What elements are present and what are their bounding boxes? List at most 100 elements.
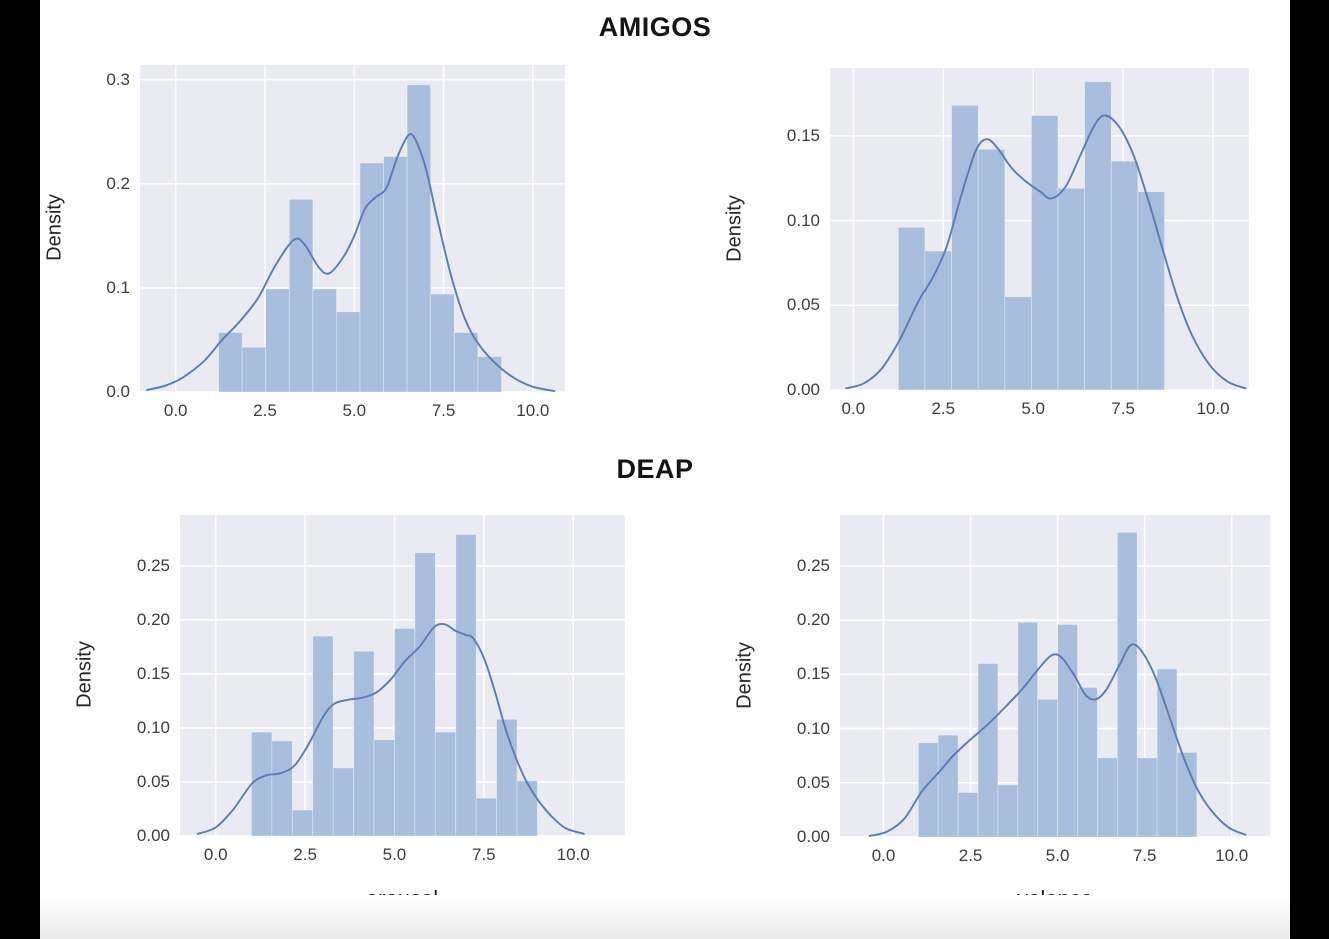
histogram-bar (434, 731, 457, 836)
histogram-bar (394, 628, 416, 836)
x-tick-label: 2.5 (253, 401, 277, 420)
histogram-bar (516, 780, 538, 836)
histogram-bar (265, 288, 290, 392)
x-tick-label: 10.0 (1215, 846, 1249, 865)
plot-amigos-valence (830, 68, 1249, 390)
histogram-bar (1084, 81, 1112, 390)
y-axis-label-density: Density (73, 641, 96, 708)
y-tick-label: 0.10 (796, 718, 830, 738)
y-tick-label: 0.00 (786, 380, 820, 399)
histogram-bar (359, 162, 384, 392)
x-tick-label: 2.5 (293, 845, 317, 864)
chart-area-amigos-valence (830, 68, 1249, 390)
x-tick-label: 5.0 (1021, 399, 1046, 418)
y-tick-label: 0.05 (136, 771, 170, 791)
y-tick-label: 0.2 (106, 173, 130, 193)
y-tick-label: 0.00 (796, 827, 830, 846)
x-tick-label: 0.0 (203, 845, 228, 864)
x-tick-label: 2.5 (958, 846, 983, 865)
plot-deap-valence (840, 515, 1270, 837)
histogram-bar (997, 784, 1019, 837)
left-black-border (0, 0, 40, 939)
x-tick-label: 2.5 (931, 399, 956, 418)
y-tick-label: 0.00 (136, 826, 170, 845)
kde-curve (196, 622, 585, 835)
y-tick-label: 0.25 (796, 555, 830, 575)
histogram-bar (1031, 115, 1059, 390)
chart-area-deap-valence (840, 515, 1270, 837)
y-tick-label: 0.20 (136, 609, 170, 629)
histogram-bar (1136, 757, 1158, 837)
x-tick-label: 5.0 (1045, 846, 1070, 865)
x-tick-label: 5.0 (382, 845, 407, 864)
kde-curve (146, 133, 556, 392)
histogram-bar (271, 740, 293, 836)
histogram-bar (288, 198, 314, 392)
y-tick-label: 0.05 (786, 295, 820, 315)
histogram-bar (1004, 296, 1032, 390)
histogram-bar (977, 148, 1006, 390)
y-tick-label: 0.15 (796, 664, 830, 684)
histogram-bar (957, 792, 979, 837)
x-tick-label: 5.0 (342, 401, 367, 420)
histogram-bar (218, 332, 243, 392)
x-tick-label: 7.5 (1132, 846, 1157, 865)
x-tick-label: 7.5 (471, 845, 496, 864)
kde-curve (868, 643, 1247, 837)
x-tick-label: 0.0 (163, 401, 188, 420)
y-tick-label: 0.0 (106, 382, 130, 401)
histogram-bar (951, 104, 979, 390)
histogram-bar (477, 356, 502, 392)
histogram-bar (414, 552, 436, 836)
window-bottom-edge (40, 895, 1290, 939)
histogram-bar (1097, 757, 1118, 837)
histogram-bar (453, 332, 479, 392)
y-tick-label: 0.25 (136, 555, 170, 575)
right-black-border (1290, 0, 1329, 939)
histogram-bar (1037, 698, 1058, 837)
histogram-bar (291, 809, 314, 836)
plot-deap-arousal (180, 515, 625, 836)
y-axis-label-density: Density (723, 195, 746, 262)
y-tick-label: 0.15 (786, 125, 820, 145)
histogram-bar (383, 156, 408, 392)
y-tick-label: 0.05 (796, 772, 830, 792)
histogram-bar (336, 311, 361, 392)
x-tick-label: 7.5 (431, 401, 456, 420)
x-tick-label: 0.0 (871, 846, 896, 865)
histogram-bar (475, 797, 497, 836)
title-deap: DEAP (616, 454, 694, 484)
chart-area-deap-arousal (180, 515, 625, 836)
y-tick-label: 0.20 (796, 610, 830, 630)
histogram-bar (1057, 187, 1085, 390)
y-axis-label-density: Density (733, 642, 756, 709)
x-tick-label: 10.0 (1196, 399, 1230, 418)
y-tick-label: 0.3 (106, 69, 130, 89)
histogram-bar (937, 734, 959, 837)
histogram-bar (312, 288, 337, 392)
y-tick-label: 0.10 (786, 210, 820, 230)
histogram-bar (1156, 668, 1178, 837)
histogram-bar (1110, 160, 1139, 390)
histogram-bar (406, 84, 432, 392)
x-tick-label: 10.0 (556, 845, 590, 864)
x-tick-label: 0.0 (841, 399, 866, 418)
histogram-bar (496, 718, 518, 836)
histogram-bar (251, 731, 273, 836)
histogram-bar (430, 293, 455, 392)
histogram-bar (312, 635, 334, 836)
histogram-bar (897, 226, 926, 390)
histogram-bar (917, 742, 939, 837)
histogram-bar (353, 650, 375, 836)
histogram-bar (1116, 531, 1138, 837)
x-tick-label: 10.0 (516, 401, 550, 420)
x-tick-label: 7.5 (1111, 399, 1135, 418)
histogram-bar (455, 534, 477, 836)
histogram-bar (373, 739, 395, 836)
title-amigos: AMIGOS (598, 12, 712, 42)
y-tick-label: 0.15 (136, 663, 170, 683)
histogram-bar (1137, 191, 1165, 390)
histogram-bar (1077, 687, 1098, 837)
chart-area-amigos-arousal (140, 65, 565, 392)
